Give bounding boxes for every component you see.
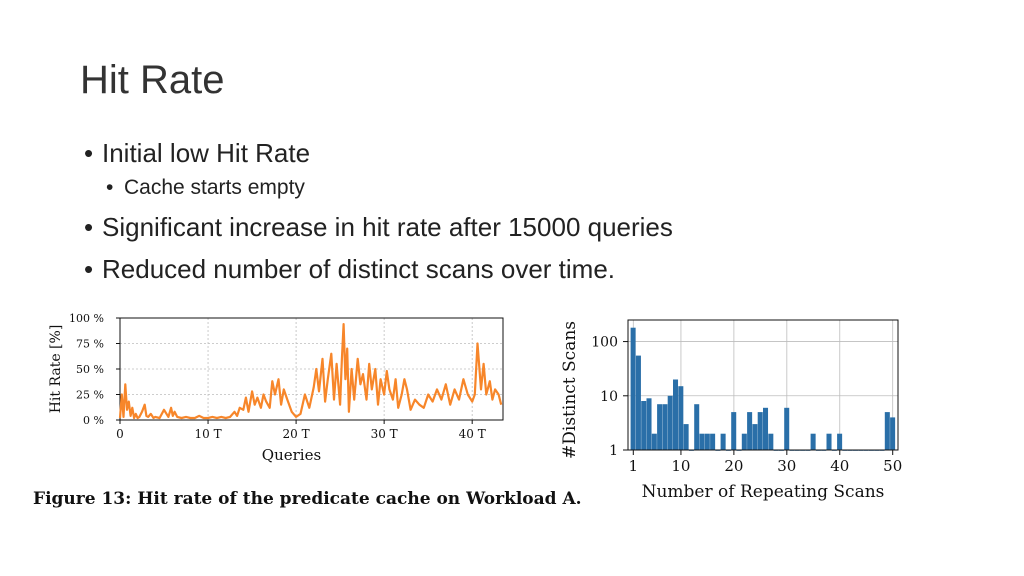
bar xyxy=(694,404,700,450)
bar xyxy=(662,404,668,450)
bar xyxy=(768,433,774,450)
bar xyxy=(710,433,716,450)
bar xyxy=(763,407,769,450)
y-tick-label: 100 xyxy=(591,335,618,351)
bar xyxy=(667,395,673,450)
bar xyxy=(646,398,652,450)
bar xyxy=(731,412,737,450)
x-tick-label: 40 xyxy=(830,457,849,475)
bar xyxy=(810,433,816,450)
x-tick-label: 50 xyxy=(883,457,902,475)
hit-rate-series-line xyxy=(118,323,503,420)
x-tick-label: 10 T xyxy=(194,427,221,441)
bar xyxy=(752,424,758,450)
y-tick-label: 1 xyxy=(609,443,618,459)
bar xyxy=(890,417,896,450)
bar xyxy=(683,424,689,450)
bar xyxy=(884,412,890,450)
bar xyxy=(747,412,753,450)
x-axis-label: Queries xyxy=(262,446,321,464)
bar xyxy=(641,401,647,450)
bar xyxy=(784,407,790,450)
y-tick-label: 0 % xyxy=(83,414,104,427)
bar xyxy=(630,327,636,450)
bullet-significant-increase: Significant increase in hit rate after 1… xyxy=(84,212,673,243)
bar xyxy=(741,433,747,450)
x-axis-label: Number of Repeating Scans xyxy=(642,482,885,502)
x-tick-label: 30 xyxy=(777,457,796,475)
slide-title: Hit Rate xyxy=(80,58,225,102)
bar xyxy=(837,433,843,450)
hit-rate-line-chart: 0 % 25 % 50 % 75 % 100 % 0 10 T 20 T 30 T 40 T Que… xyxy=(48,312,504,464)
x-tick-label: 30 T xyxy=(371,427,398,441)
x-tick-label: 40 T xyxy=(459,427,486,441)
y-axis-label: Hit Rate [%] xyxy=(48,325,64,414)
bar xyxy=(657,404,663,450)
bar xyxy=(651,433,657,450)
bullet-initial-low-hit-rate: Initial low Hit Rate xyxy=(84,138,310,169)
y-tick-label: 75 % xyxy=(76,338,104,351)
y-axis-label: #Distinct Scans xyxy=(560,321,580,459)
x-tick-label: 0 xyxy=(116,427,124,441)
bullet-reduced-distinct-scans: Reduced number of distinct scans over ti… xyxy=(84,254,615,285)
x-tick-label: 10 xyxy=(671,457,690,475)
figure-caption: Figure 13: Hit rate of the predicate cac… xyxy=(33,489,582,509)
y-tick-label: 25 % xyxy=(76,389,104,402)
y-tick-label: 50 % xyxy=(76,363,104,376)
bar xyxy=(757,412,763,450)
x-tick-label: 1 xyxy=(629,457,639,475)
bar xyxy=(704,433,710,450)
distinct-scans-bar-chart: 1 10 100 1 10 20 30 40 50 Number of Repeating Sca… xyxy=(560,319,902,502)
x-tick-label: 20 xyxy=(724,457,743,475)
bar xyxy=(673,379,679,450)
plot-frame xyxy=(627,319,899,451)
bar xyxy=(635,355,641,450)
bar xyxy=(678,386,684,450)
y-tick-label: 100 % xyxy=(69,312,104,325)
plot-frame xyxy=(119,317,504,421)
bar xyxy=(826,433,832,450)
bullet-cache-starts-empty: Cache starts empty xyxy=(84,176,305,200)
bar xyxy=(720,433,726,450)
x-tick-label: 20 T xyxy=(283,427,310,441)
bar xyxy=(699,433,705,450)
y-tick-label: 10 xyxy=(600,389,618,405)
